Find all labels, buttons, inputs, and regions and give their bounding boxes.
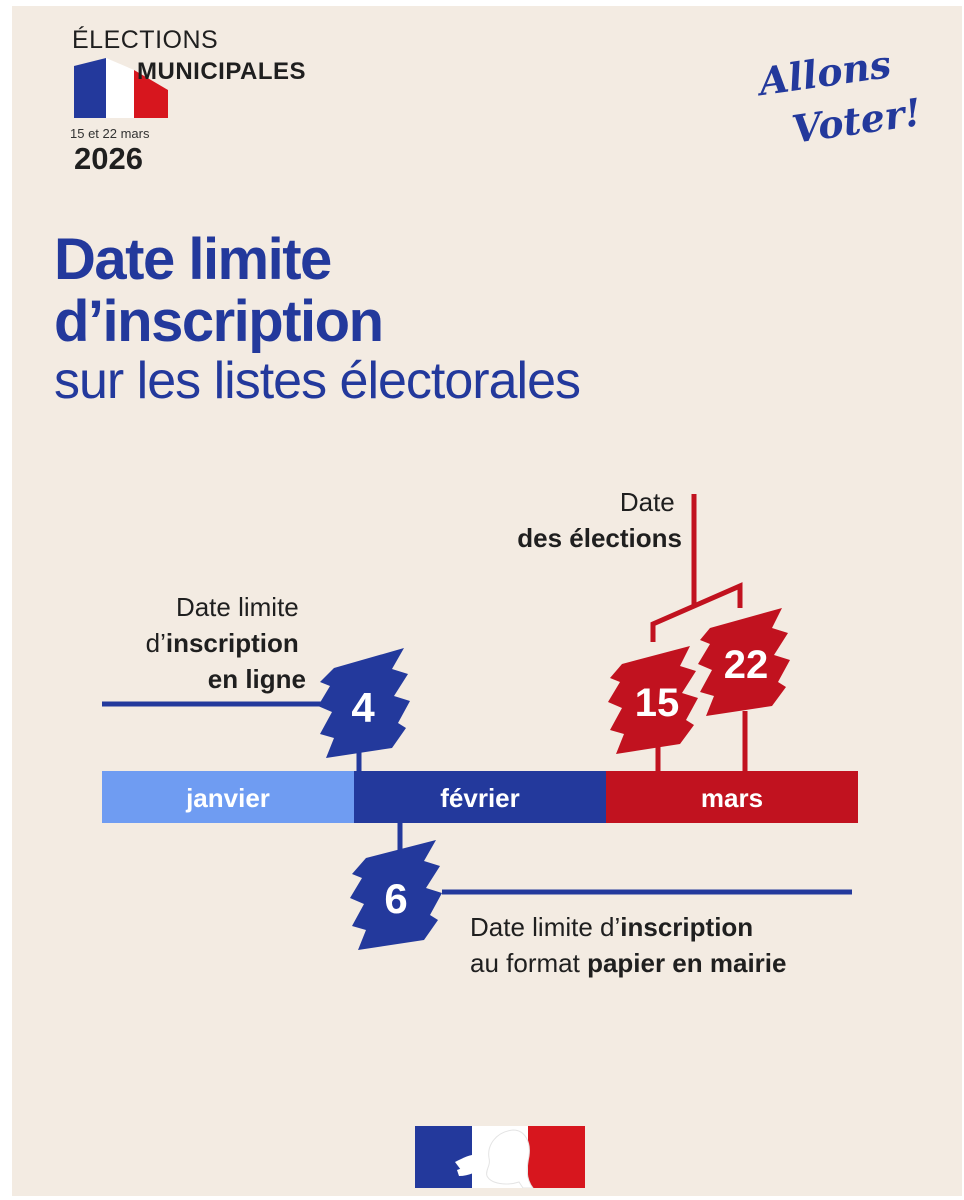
paper-deadline-marker: 6 xyxy=(350,823,852,950)
election-day-1: 15 xyxy=(635,681,680,725)
paper-deadline-label: Date limite d’inscription au format papi… xyxy=(470,912,786,978)
marianne-logo-icon xyxy=(415,1126,585,1188)
month-bar-janvier xyxy=(102,771,354,823)
timeline-diagram: janvier février mars 4 Date limite d’ins… xyxy=(102,487,858,978)
title-line2: d’inscription xyxy=(54,289,384,354)
election-dates-label: Date des élections xyxy=(517,487,682,553)
month-bar-mars xyxy=(606,771,858,823)
month-label-janvier: janvier xyxy=(185,783,270,813)
month-label-mars: mars xyxy=(701,783,763,813)
municipales-label: MUNICIPALES xyxy=(137,58,307,85)
poster: ÉLECTIONS MUNICIPALES 15 et 22 mars 2026… xyxy=(12,6,962,1196)
month-bar-fevrier xyxy=(354,771,606,823)
election-dates-small: 15 et 22 mars xyxy=(70,126,150,141)
election-dates-marker: 15 22 xyxy=(608,494,790,771)
elections-label: ÉLECTIONS xyxy=(72,26,219,54)
header: ÉLECTIONS MUNICIPALES 15 et 22 mars 2026… xyxy=(12,6,962,206)
paper-deadline-day: 6 xyxy=(384,875,407,922)
online-deadline-label: Date limite d’inscription en ligne xyxy=(146,592,306,694)
election-day-2: 22 xyxy=(724,643,769,687)
french-flag-icon xyxy=(74,58,168,118)
title-line1: Date limite xyxy=(54,227,332,292)
online-deadline-day: 4 xyxy=(351,684,375,731)
title-line3: sur les listes électorales xyxy=(54,352,581,410)
online-deadline-marker: 4 xyxy=(102,648,410,771)
allons-voter-logo: Allons Voter! xyxy=(753,44,922,152)
month-label-fevrier: février xyxy=(440,783,520,813)
election-year: 2026 xyxy=(74,141,143,176)
